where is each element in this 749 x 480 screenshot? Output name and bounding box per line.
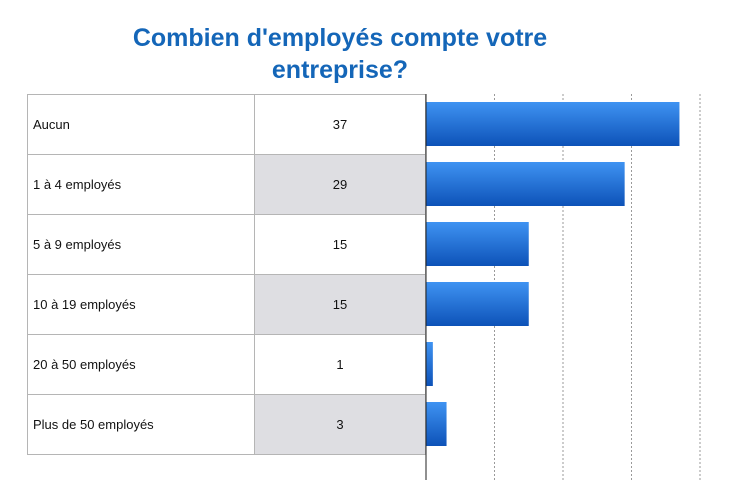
bar	[426, 282, 529, 326]
category-label: 5 à 9 employés	[28, 215, 255, 275]
category-label: Aucun	[28, 95, 255, 155]
category-label: 20 à 50 employés	[28, 335, 255, 395]
table-row: 1 à 4 employés 29	[28, 155, 426, 215]
bar	[426, 222, 529, 266]
value-cell: 15	[255, 275, 426, 335]
category-label: 10 à 19 employés	[28, 275, 255, 335]
table-row: Plus de 50 employés 3	[28, 395, 426, 455]
value-cell: 29	[255, 155, 426, 215]
data-table: Aucun 37 1 à 4 employés 29 5 à 9 employé…	[27, 94, 426, 455]
category-label: Plus de 50 employés	[28, 395, 255, 455]
chart-title: Combien d'employés compte votre entrepri…	[132, 24, 548, 84]
category-label: 1 à 4 employés	[28, 155, 255, 215]
value-cell: 3	[255, 395, 426, 455]
value-cell: 37	[255, 95, 426, 155]
table-row: 5 à 9 employés 15	[28, 215, 426, 275]
bar	[426, 162, 625, 206]
value-cell: 15	[255, 215, 426, 275]
bar	[426, 342, 433, 386]
bar	[426, 102, 680, 146]
table-row: Aucun 37	[28, 95, 426, 155]
table-row: 10 à 19 employés 15	[28, 275, 426, 335]
table-row: 20 à 50 employés 1	[28, 335, 426, 395]
bar	[426, 402, 447, 446]
value-cell: 1	[255, 335, 426, 395]
